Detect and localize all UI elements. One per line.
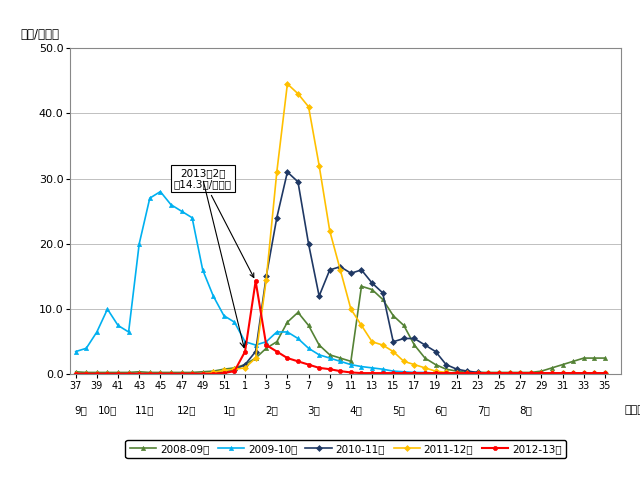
2008-09年: [591, 355, 598, 361]
2010-11年: [230, 367, 238, 372]
2012-13年: [72, 371, 79, 377]
Text: （週）: （週）: [625, 405, 640, 415]
Text: 3月: 3月: [307, 405, 320, 415]
2008-09年: [442, 366, 450, 372]
Text: 7月: 7月: [477, 405, 490, 415]
2011-12年: [230, 366, 238, 372]
2012-13年: [252, 278, 259, 284]
2009-10年: [432, 370, 440, 376]
2011-12年: [601, 370, 609, 376]
Text: 5月: 5月: [392, 405, 405, 415]
Text: 1月: 1月: [223, 405, 236, 415]
2010-11年: [463, 368, 471, 374]
2010-11年: [432, 348, 440, 354]
2008-09年: [358, 283, 365, 289]
2011-12年: [72, 371, 79, 377]
2012-13年: [432, 370, 440, 376]
Text: 11月: 11月: [135, 405, 154, 415]
2010-11年: [601, 370, 609, 376]
2008-09年: [241, 362, 249, 368]
Text: （人/定点）: （人/定点）: [21, 28, 60, 41]
2009-10年: [72, 348, 79, 354]
Text: 4月: 4月: [349, 405, 363, 415]
2009-10年: [474, 370, 482, 376]
2008-09年: [199, 369, 207, 375]
Text: 6月: 6月: [435, 405, 447, 415]
2011-12年: [284, 81, 291, 87]
Line: 2009-10年: 2009-10年: [74, 190, 607, 375]
Line: 2012-13年: 2012-13年: [74, 279, 607, 376]
Text: 2月: 2月: [265, 405, 278, 415]
Text: 12月: 12月: [177, 405, 196, 415]
2008-09年: [83, 370, 90, 375]
2012-13年: [241, 348, 249, 354]
2009-10年: [199, 267, 207, 273]
2009-10年: [442, 370, 450, 376]
2012-13年: [591, 370, 598, 376]
Text: 10月: 10月: [98, 405, 117, 415]
2011-12年: [432, 368, 440, 374]
2012-13年: [230, 368, 238, 374]
2008-09年: [252, 355, 259, 361]
2010-11年: [241, 362, 249, 368]
2009-10年: [157, 189, 164, 194]
Line: 2008-09年: 2008-09年: [74, 284, 607, 374]
2012-13年: [188, 371, 196, 377]
2011-12年: [188, 371, 196, 377]
Text: 8月: 8月: [519, 405, 532, 415]
2008-09年: [474, 370, 482, 375]
2011-12年: [591, 370, 598, 376]
2011-12年: [241, 365, 249, 371]
Text: 2013年2週
（14.3人/定点）: 2013年2週 （14.3人/定点）: [173, 168, 254, 277]
Line: 2011-12年: 2011-12年: [74, 82, 607, 376]
2010-11年: [284, 169, 291, 175]
2010-11年: [591, 370, 598, 376]
Text: 9月: 9月: [74, 405, 88, 415]
2011-12年: [463, 370, 471, 376]
Line: 2010-11年: 2010-11年: [74, 170, 607, 376]
2008-09年: [601, 355, 609, 361]
2009-10年: [252, 342, 259, 348]
2008-09年: [72, 369, 79, 375]
2010-11年: [72, 371, 79, 377]
2010-11年: [188, 371, 196, 377]
2012-13年: [463, 370, 471, 376]
2012-13年: [601, 370, 609, 376]
2009-10年: [591, 370, 598, 376]
2009-10年: [241, 339, 249, 345]
2009-10年: [601, 370, 609, 376]
Legend: 2008-09年, 2009-10年, 2010-11年, 2011-12年, 2012-13年: 2008-09年, 2009-10年, 2010-11年, 2011-12年, …: [125, 440, 566, 458]
